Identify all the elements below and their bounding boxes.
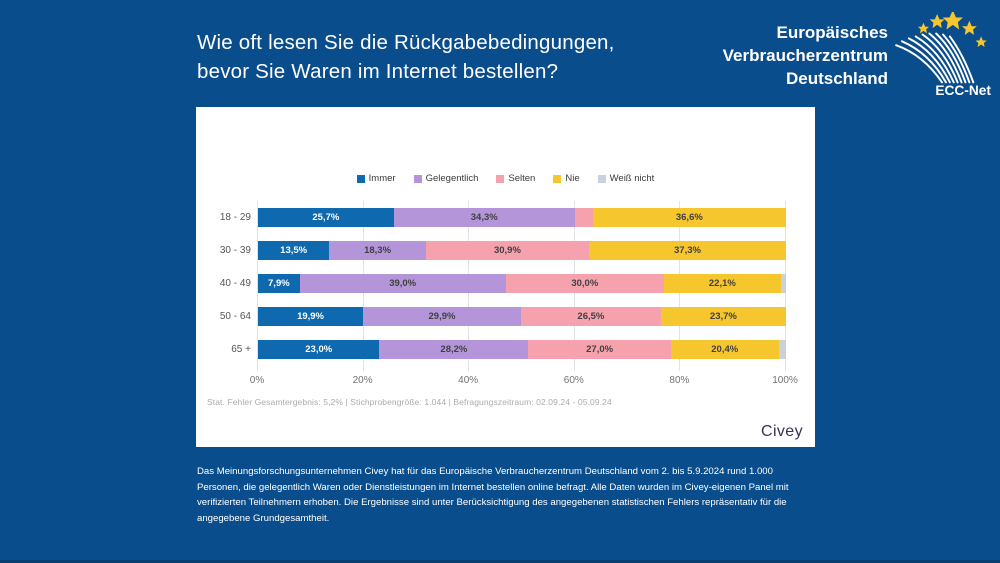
x-tick-label: 0% — [249, 375, 265, 386]
page-title-line2: bevor Sie Waren im Internet bestellen? — [197, 60, 559, 83]
page-title-line1: Wie oft lesen Sie die Rückgabebedingunge… — [197, 31, 615, 54]
x-axis-ticks: 0% 20% 40% 60% 80% 100% — [196, 375, 815, 389]
bar-segment-immer: 23,0% — [258, 340, 380, 359]
ecc-net-logo-icon: ECC-Net — [895, 12, 991, 98]
bar-segment-weiss_nicht — [778, 340, 786, 359]
bar-row: 65 + 23,0% 28,2% 27,0% 20,4% — [196, 340, 815, 359]
bar-segment-value: 28,2% — [440, 344, 468, 355]
legend-item: Weiß nicht — [597, 173, 655, 184]
legend-item: Gelegentlich — [413, 173, 479, 184]
x-tick-label: 20% — [352, 375, 373, 386]
bar-segment-value: 7,9% — [268, 278, 290, 289]
category-label: 65 + — [231, 344, 251, 355]
bar-segment-nie: 20,4% — [670, 340, 779, 359]
civey-wordmark: Civey — [760, 423, 803, 440]
page-title: Wie oft lesen Sie die Rückgabebedingunge… — [197, 28, 615, 86]
bar-rows: 18 - 29 25,7% 34,3% 36,6% 30 - 39 13,5% 18,3% 3… — [196, 208, 815, 373]
bar-segment-selten: 30,9% — [425, 241, 590, 260]
footer-edge-stripe — [0, 560, 1000, 563]
bar-segment-selten: 26,5% — [520, 307, 661, 326]
bar-segment-nie: 36,6% — [592, 208, 786, 227]
bar-segment-value: 13,5% — [280, 245, 308, 256]
legend-swatch-icon — [356, 174, 365, 183]
stat-footnote: Stat. Fehler Gesamtergebnis: 5,2% | Stic… — [207, 397, 612, 407]
bar-segment-value: 34,3% — [470, 212, 498, 223]
bar-segment-value: 36,6% — [675, 212, 703, 223]
bar-row: 18 - 29 25,7% 34,3% 36,6% — [196, 208, 815, 227]
x-tick-label: 60% — [563, 375, 584, 386]
legend-item: Nie — [553, 173, 580, 184]
bar-segment-value: 20,4% — [711, 344, 739, 355]
bar-segment-gelegentlich: 29,9% — [363, 307, 521, 326]
logo-fan-lines — [895, 32, 975, 84]
legend-label: Immer — [368, 173, 396, 184]
brand-name-line1: Europäisches — [776, 22, 889, 42]
bar-segment-immer: 13,5% — [258, 241, 330, 260]
bar-segment-value: 29,9% — [428, 311, 456, 322]
bar-track: 13,5% 18,3% 30,9% 37,3% — [258, 241, 786, 260]
chart-card: Immer Gelegentlich Selten Nie Weiß nicht 18 … — [196, 107, 815, 447]
bar-segment-value: 26,5% — [577, 311, 605, 322]
legend-label: Nie — [565, 173, 580, 184]
bar-segment-gelegentlich: 34,3% — [393, 208, 575, 227]
bar-track: 23,0% 28,2% 27,0% 20,4% — [258, 340, 786, 359]
bar-segment-selten: 30,0% — [505, 274, 664, 293]
bar-segment-value: 27,0% — [586, 344, 614, 355]
bar-segment-gelegentlich: 18,3% — [329, 241, 426, 260]
bar-segment-gelegentlich: 28,2% — [379, 340, 529, 359]
brand-name: Europäisches Verbraucherzentrum Deutschl… — [723, 21, 888, 90]
bar-segment-value: 19,9% — [297, 311, 324, 322]
bar-segment-value: 39,0% — [389, 278, 417, 289]
bar-segment-immer: 25,7% — [258, 208, 394, 227]
legend-swatch-icon — [413, 174, 422, 183]
legend-label: Selten — [508, 173, 536, 184]
category-label: 18 - 29 — [219, 212, 251, 223]
bar-row: 50 - 64 19,9% 29,9% 26,5% 23,7% — [196, 307, 815, 326]
bar-segment-value: 37,3% — [674, 245, 701, 256]
bar-row: 40 - 49 7,9% 39,0% 30,0% 22,1% — [196, 274, 815, 293]
logo-label: ECC-Net — [935, 83, 991, 98]
grid-line — [257, 201, 258, 371]
bar-segment-value: 23,7% — [709, 311, 737, 322]
x-tick-label: 100% — [772, 375, 798, 386]
x-tick-label: 40% — [458, 375, 479, 386]
bar-row: 30 - 39 13,5% 18,3% 30,9% 37,3% — [196, 241, 815, 260]
bar-track: 19,9% 29,9% 26,5% 23,7% — [258, 307, 786, 326]
legend-item: Immer — [356, 173, 396, 184]
bar-segment-nie: 23,7% — [660, 307, 786, 326]
bar-segment-selten: 27,0% — [528, 340, 671, 359]
legend-swatch-icon — [597, 174, 606, 183]
chart-legend: Immer Gelegentlich Selten Nie Weiß nicht — [196, 173, 815, 184]
bar-segment-weiss_nicht — [780, 274, 786, 293]
legend-item: Selten — [496, 173, 535, 184]
category-label: 50 - 64 — [219, 311, 251, 322]
bar-segment-value: 30,0% — [571, 278, 599, 289]
bar-segment-immer: 19,9% — [258, 307, 364, 326]
legend-label: Gelegentlich — [425, 173, 479, 184]
brand-name-line3: Deutschland — [785, 68, 888, 88]
x-tick-label: 80% — [669, 375, 690, 386]
legend-label: Weiß nicht — [609, 173, 655, 184]
bar-track: 7,9% 39,0% 30,0% 22,1% — [258, 274, 786, 293]
brand-name-line2: Verbraucherzentrum — [722, 45, 888, 65]
brand-block: Europäisches Verbraucherzentrum Deutschl… — [723, 12, 992, 98]
bar-segment-immer: 7,9% — [258, 274, 300, 293]
bar-segment-selten — [574, 208, 593, 227]
bar-segment-value: 25,7% — [312, 212, 340, 223]
bar-segment-value: 22,1% — [708, 278, 736, 289]
bar-segment-nie: 22,1% — [664, 274, 781, 293]
bar-segment-value: 23,0% — [305, 344, 333, 355]
bar-track: 25,7% 34,3% 36,6% — [258, 208, 786, 227]
bar-segment-gelegentlich: 39,0% — [299, 274, 506, 293]
methodology-disclaimer: Das Meinungsforschungsunternehmen Civey … — [197, 466, 789, 524]
bar-segment-value: 30,9% — [493, 245, 521, 256]
legend-swatch-icon — [496, 174, 505, 183]
bar-segment-value: 18,3% — [364, 245, 392, 256]
logo-stars — [917, 12, 987, 48]
legend-swatch-icon — [553, 174, 562, 183]
bar-segment-nie: 37,3% — [589, 241, 786, 260]
category-label: 40 - 49 — [219, 278, 251, 289]
category-label: 30 - 39 — [219, 245, 251, 256]
